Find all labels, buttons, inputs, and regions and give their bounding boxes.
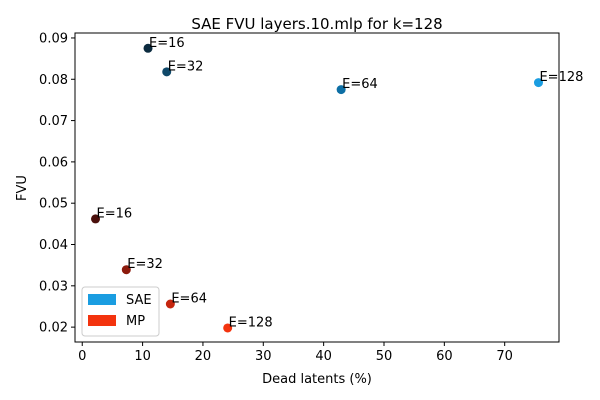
x-tick-label: 70 <box>496 349 513 364</box>
point-label-mp: E=64 <box>171 291 207 306</box>
legend-swatch-mp <box>88 315 116 326</box>
data-point-mp <box>91 214 101 224</box>
x-axis-label: Dead latents (%) <box>262 372 372 387</box>
data-point-sae <box>336 85 346 95</box>
y-tick-label: 0.05 <box>39 197 68 212</box>
point-label-mp: E=16 <box>97 206 133 221</box>
y-axis-label: FVU <box>15 175 30 201</box>
data-point-mp <box>223 323 233 333</box>
point-label-sae: E=128 <box>539 70 583 85</box>
y-tick-label: 0.08 <box>39 73 68 88</box>
data-point-mp <box>165 299 175 309</box>
y-tick-label: 0.06 <box>39 155 68 170</box>
data-point-mp <box>121 265 131 275</box>
point-label-mp: E=128 <box>229 315 273 330</box>
data-point-sae <box>162 67 172 77</box>
x-tick-label: 10 <box>134 349 151 364</box>
data-points <box>91 43 543 333</box>
legend-swatch-sae <box>88 294 116 305</box>
x-tick-label: 40 <box>315 349 332 364</box>
x-tick-label: 60 <box>436 349 453 364</box>
y-tick-label: 0.03 <box>39 279 68 294</box>
point-label-sae: E=16 <box>149 36 185 51</box>
point-label-sae: E=64 <box>342 77 378 92</box>
data-point-sae <box>143 43 153 53</box>
legend: SAE MP <box>81 286 160 337</box>
data-point-sae <box>533 78 543 88</box>
y-tick-label: 0.07 <box>39 114 68 129</box>
x-tick-label: 30 <box>255 349 272 364</box>
x-axis-ticks: 0 10 20 30 40 50 60 70 <box>78 342 513 364</box>
legend-label-sae: SAE <box>126 293 152 308</box>
y-axis-ticks: 0.02 0.03 0.04 0.05 0.06 0.07 0.08 0.09 <box>39 31 75 336</box>
x-tick-label: 20 <box>195 349 212 364</box>
y-tick-label: 0.02 <box>39 321 68 336</box>
y-tick-label: 0.09 <box>39 31 68 46</box>
x-tick-label: 0 <box>78 349 86 364</box>
legend-label-mp: MP <box>126 314 145 329</box>
y-tick-label: 0.04 <box>39 238 68 253</box>
x-tick-label: 50 <box>376 349 393 364</box>
point-labels: E=16 E=32 E=64 E=128 E=16 E=32 E=64 E=128 <box>97 36 584 331</box>
point-label-sae: E=32 <box>168 59 204 74</box>
point-label-mp: E=32 <box>127 257 163 272</box>
plot-area-frame <box>74 32 560 343</box>
chart-title: SAE FVU layers.10.mlp for k=128 <box>191 15 442 33</box>
